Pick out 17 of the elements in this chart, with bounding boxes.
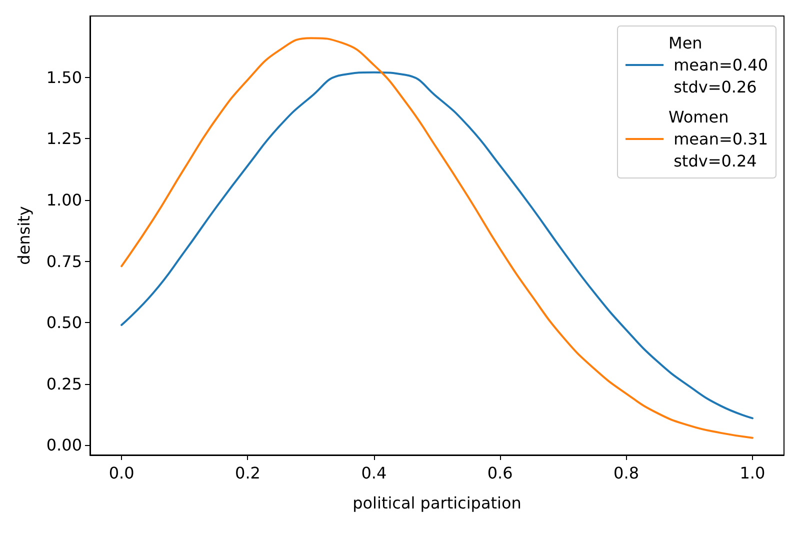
x-tick-label: 0.4 xyxy=(361,464,387,482)
y-tick-label: 1.50 xyxy=(46,68,82,87)
x-tick-label: 1.0 xyxy=(740,464,766,482)
x-tick-label: 0.0 xyxy=(108,464,134,482)
y-tick-label: 0.50 xyxy=(46,313,82,332)
y-tick-label: 1.25 xyxy=(46,129,82,148)
x-axis-title: political participation xyxy=(352,494,522,512)
x-tick-label: 0.8 xyxy=(614,464,639,482)
legend-label: Women mean=0.31 stdv=0.24 xyxy=(668,108,768,170)
y-tick-label: 0.75 xyxy=(46,252,82,271)
y-tick-label: 0.00 xyxy=(46,436,82,455)
y-tick-label: 1.00 xyxy=(46,190,82,210)
y-axis-title: density xyxy=(14,206,34,265)
x-tick-label: 0.2 xyxy=(235,464,260,482)
legend-label: Men mean=0.40 stdv=0.26 xyxy=(668,34,768,96)
x-tick-label: 0.6 xyxy=(487,464,513,482)
y-tick-label: 0.25 xyxy=(46,374,82,394)
